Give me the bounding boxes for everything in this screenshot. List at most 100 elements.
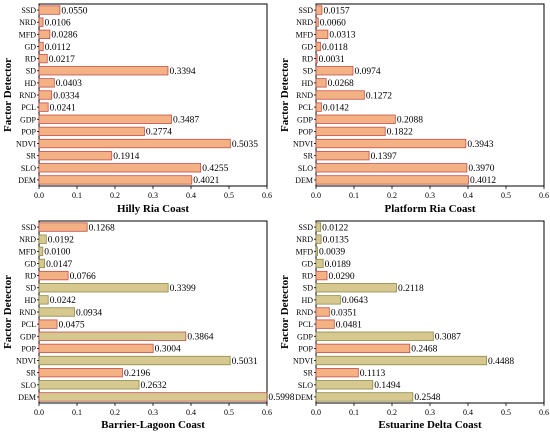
bar-ndvi — [315, 355, 487, 366]
bar-hd — [315, 295, 341, 305]
bar-gdp — [38, 114, 172, 124]
bar-ssd — [315, 222, 322, 232]
data-label-sr: 0.2196 — [124, 369, 150, 379]
bar-sr — [315, 151, 370, 161]
bar-sr — [315, 368, 359, 378]
category-tick-label-rd: RD — [302, 55, 313, 64]
category-tick-label-sr: SR — [303, 369, 313, 378]
data-label-pop: 0.2468 — [411, 345, 437, 355]
category-tick-label-rnd: RND — [19, 308, 36, 317]
bar-sd — [315, 283, 397, 293]
chart-panel-2: 0.0157 SSD 0.0060 NRD 0.0313 MFD 0.0118 GD 0.003… — [279, 3, 549, 215]
category-tick-label-sr: SR — [303, 152, 313, 161]
bar-pop — [38, 343, 154, 354]
bar-mfd — [38, 29, 51, 39]
bar-gdp — [315, 114, 396, 124]
category-tick-label-sr: SR — [26, 152, 36, 161]
data-label-ssd: 0.0157 — [323, 6, 349, 16]
category-tick-label-ndvi: NDVI — [293, 140, 313, 149]
data-label-pcl: 0.0481 — [336, 320, 362, 330]
bar-pop — [315, 343, 411, 354]
bar-rd — [38, 270, 69, 281]
category-tick-label-sd: SD — [26, 284, 36, 293]
category-tick-label-rd: RD — [25, 55, 36, 64]
bar-slo — [315, 163, 468, 173]
data-label-mfd: 0.0313 — [329, 31, 355, 41]
bar-ssd — [315, 5, 323, 15]
data-label-pop: 0.2774 — [146, 128, 172, 138]
x-tick-label: 0.2 — [387, 191, 397, 200]
x-tick-label: 0.2 — [110, 191, 120, 200]
category-tick-label-mfd: MFD — [19, 30, 37, 39]
data-label-nrd: 0.0106 — [45, 19, 71, 29]
bar-gdp — [315, 331, 434, 341]
bar-sd — [38, 283, 169, 293]
data-label-sd: 0.3394 — [169, 67, 195, 77]
bar-hd — [38, 78, 55, 88]
category-tick-label-nrd: NRD — [296, 235, 313, 244]
bar-gd — [38, 41, 44, 52]
x-tick-label: 0.3 — [148, 191, 158, 200]
x-tick-label: 0.1 — [349, 408, 359, 417]
data-label-hd: 0.0643 — [342, 296, 368, 306]
data-label-pop: 0.1822 — [387, 128, 413, 138]
data-label-mfd: 0.0286 — [51, 31, 77, 41]
category-tick-label-nrd: NRD — [19, 18, 36, 27]
chart-title: Barrier-Lagoon Coast — [101, 419, 205, 431]
category-tick-label-slo: SLO — [21, 381, 36, 390]
data-label-mfd: 0.0039 — [319, 248, 345, 258]
category-tick-label-rnd: RND — [296, 308, 313, 317]
category-tick-label-pop: POP — [298, 344, 313, 353]
bar-gd — [315, 41, 321, 52]
category-tick-label-dem: DEM — [295, 393, 313, 402]
data-label-ssd: 0.1268 — [89, 223, 115, 233]
y-axis-label: Factor Detector — [2, 58, 14, 132]
data-label-slo: 0.3970 — [468, 164, 494, 174]
category-tick-label-ssd: SSD — [298, 223, 313, 232]
bar-ndvi — [38, 355, 231, 366]
category-tick-label-hd: HD — [24, 79, 36, 88]
bar-mfd — [315, 246, 318, 256]
y-axis-label: Factor Detector — [279, 275, 291, 349]
data-label-rnd: 0.0934 — [76, 308, 102, 318]
x-tick-label: 0.4 — [463, 408, 473, 417]
bar-slo — [315, 380, 374, 390]
category-tick-label-mfd: MFD — [296, 30, 314, 39]
x-tick-label: 0.5 — [224, 408, 234, 417]
bar-nrd — [315, 234, 322, 244]
category-tick-label-pcl: PCL — [21, 320, 36, 329]
data-label-ndvi: 0.3943 — [467, 140, 493, 150]
bar-pop — [38, 126, 145, 137]
bar-slo — [38, 163, 202, 173]
category-tick-label-gdp: GDP — [297, 332, 314, 341]
bar-sr — [38, 368, 123, 378]
x-tick-label: 0.0 — [34, 191, 44, 200]
bar-pcl — [315, 102, 322, 112]
bar-pcl — [38, 102, 49, 112]
category-tick-label-hd: HD — [301, 296, 313, 305]
category-tick-label-hd: HD — [24, 296, 36, 305]
data-label-rnd: 0.1272 — [366, 91, 392, 101]
bar-ssd — [38, 5, 61, 15]
chart-panel-4: 0.0122 SSD 0.0135 NRD 0.0039 MFD 0.0189 GD 0.029… — [279, 220, 549, 431]
x-tick-label: 0.2 — [387, 408, 397, 417]
bar-ndvi — [315, 138, 467, 149]
data-label-sd: 0.2118 — [398, 284, 424, 294]
data-label-gd: 0.0189 — [325, 260, 351, 270]
bar-dem — [315, 175, 469, 185]
data-label-slo: 0.4255 — [202, 164, 228, 174]
x-tick-label: 0.3 — [425, 408, 435, 417]
category-tick-label-gdp: GDP — [297, 115, 314, 124]
category-tick-label-pcl: PCL — [298, 103, 313, 112]
bar-rnd — [315, 90, 365, 100]
bar-mfd — [38, 246, 44, 256]
chart-panel-1: 0.0550 SSD 0.0106 NRD 0.0286 MFD 0.0112 GD 0.021… — [2, 3, 272, 215]
bar-gd — [38, 258, 45, 269]
category-tick-label-ssd: SSD — [298, 6, 313, 15]
bar-dem — [38, 175, 193, 185]
x-tick-label: 0.1 — [72, 408, 82, 417]
data-label-hd: 0.0268 — [328, 79, 354, 89]
x-tick-label: 0.3 — [425, 191, 435, 200]
category-tick-label-gd: GD — [24, 42, 36, 51]
